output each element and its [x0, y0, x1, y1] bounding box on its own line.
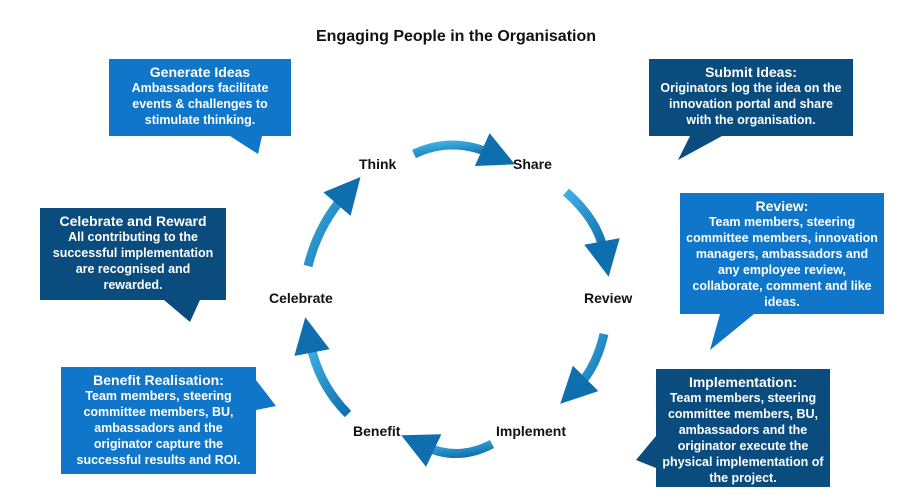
stage-review: Review	[584, 290, 633, 306]
callout-review-title: Review:	[755, 198, 809, 214]
callout-celebrate-reward: Celebrate and Reward All contributing to…	[40, 208, 226, 300]
stage-celebrate: Celebrate	[269, 290, 333, 306]
arrow-benefit-to-celebrate	[294, 317, 352, 418]
celebrate-callout-tail	[164, 300, 200, 322]
callout-benefit-body: Team members, steering committee members…	[76, 389, 241, 467]
submit-callout-tail	[678, 136, 722, 160]
arrow-review-to-implement	[560, 332, 609, 404]
callout-generate-body: Ambassadors facilitate events & challeng…	[131, 81, 269, 127]
stage-benefit: Benefit	[353, 423, 401, 439]
callout-implementation: Implementation: Team members, steering c…	[656, 369, 830, 487]
callout-submit-title: Submit Ideas:	[705, 64, 797, 80]
callout-celebrate-title: Celebrate and Reward	[59, 213, 207, 229]
arrow-implement-to-benefit	[401, 434, 495, 467]
callout-review: Review: Team members, steering committee…	[680, 193, 884, 314]
callout-generate-ideas: Generate Ideas Ambassadors facilitate ev…	[109, 59, 291, 136]
stage-share: Share	[513, 156, 552, 172]
callout-benefit-realisation: Benefit Realisation: Team members, steer…	[61, 367, 256, 474]
callout-implementation-body: Team members, steering committee members…	[662, 391, 824, 485]
arrow-share-to-review	[563, 188, 620, 277]
generate-callout-tail	[230, 136, 262, 154]
arrow-celebrate-to-think	[303, 176, 361, 268]
stage-think: Think	[359, 156, 397, 172]
review-callout-tail	[710, 314, 754, 350]
callout-implementation-title: Implementation:	[688, 374, 798, 390]
implementation-callout-tail	[636, 436, 656, 468]
diagram-title: Engaging People in the Organisation	[315, 28, 597, 45]
callout-celebrate-body: All contributing to the successful imple…	[52, 230, 214, 292]
callout-submit-ideas: Submit Ideas: Originators log the idea o…	[649, 59, 853, 136]
callout-benefit-title: Benefit Realisation:	[93, 372, 224, 388]
callout-review-body: Team members, steering committee members…	[686, 215, 878, 309]
benefit-callout-tail	[256, 380, 276, 410]
arrow-think-to-share	[412, 133, 515, 166]
stage-implement: Implement	[496, 423, 567, 439]
callout-generate-title: Generate Ideas	[149, 64, 251, 80]
callout-submit-body: Originators log the idea on the innovati…	[660, 81, 842, 127]
